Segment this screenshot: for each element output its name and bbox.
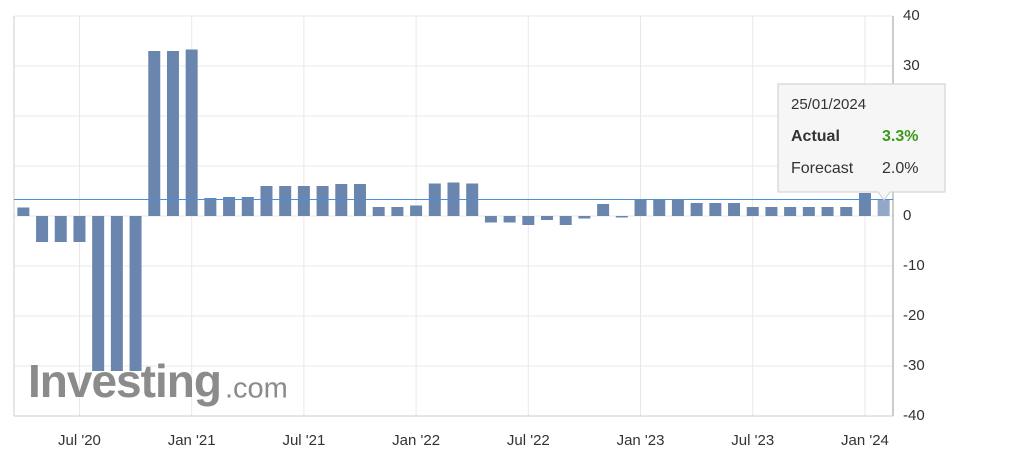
bar [877, 199, 890, 216]
bar [615, 216, 628, 218]
bar [765, 207, 778, 216]
bar [821, 207, 834, 216]
bar [840, 207, 853, 216]
bar [541, 216, 554, 220]
watermark: Investing .com [28, 355, 288, 407]
bar [391, 207, 404, 216]
bar [129, 216, 142, 371]
bar [858, 193, 871, 216]
bar [166, 51, 179, 216]
bar [653, 199, 666, 216]
tooltip-date: 25/01/2024 [791, 96, 866, 113]
bar [241, 197, 254, 216]
y-tick-label: -20 [903, 307, 925, 324]
bar [784, 207, 797, 216]
bar [728, 203, 741, 216]
bar [204, 198, 217, 216]
bar [709, 203, 722, 216]
x-tick-label: Jul '23 [731, 432, 774, 449]
y-tick-label: 40 [903, 7, 920, 24]
y-tick-label: -40 [903, 407, 925, 424]
tooltip-label: Actual [791, 128, 840, 145]
bar [597, 204, 610, 216]
y-tick-label: -30 [903, 357, 925, 374]
bar [73, 216, 86, 242]
y-tick-label: -10 [903, 257, 925, 274]
bar [148, 51, 161, 216]
bar [503, 216, 516, 223]
bar [297, 186, 310, 216]
bar [559, 216, 572, 225]
bar [260, 186, 273, 216]
tooltip: 25/01/2024 Actual 3.3% Forecast 2.0% [777, 83, 946, 201]
bar [671, 199, 684, 216]
x-tick-label: Jul '22 [507, 432, 550, 449]
tooltip-box [777, 83, 946, 201]
y-tick-label: 30 [903, 57, 920, 74]
x-tick-label: Jul '21 [282, 432, 325, 449]
bar [410, 205, 423, 216]
watermark-suffix: .com [225, 373, 288, 405]
y-tick-label: 0 [903, 207, 911, 224]
bars [17, 49, 890, 371]
bar [802, 207, 815, 216]
x-tick-label: Jan '21 [168, 432, 216, 449]
bar [746, 207, 759, 216]
bar [690, 203, 703, 216]
bar [372, 207, 385, 216]
bar [36, 216, 49, 242]
bar [223, 197, 236, 216]
bar [185, 49, 198, 216]
bar [92, 216, 105, 371]
x-tick-label: Jan '23 [617, 432, 665, 449]
watermark-brand: Investing [28, 355, 221, 407]
bar [316, 186, 329, 216]
bar [484, 216, 497, 223]
bar [17, 207, 30, 216]
bar [634, 200, 647, 216]
x-tick-label: Jan '22 [392, 432, 440, 449]
bar [54, 216, 67, 242]
x-tick-label: Jul '20 [58, 432, 101, 449]
bar [279, 186, 292, 216]
tooltip-value: 3.3% [882, 128, 918, 145]
x-tick-label: Jan '24 [841, 432, 889, 449]
bar [522, 216, 535, 225]
bar [578, 216, 591, 219]
tooltip-value: 2.0% [882, 160, 918, 177]
tooltip-label: Forecast [791, 160, 854, 177]
bar [110, 216, 123, 371]
